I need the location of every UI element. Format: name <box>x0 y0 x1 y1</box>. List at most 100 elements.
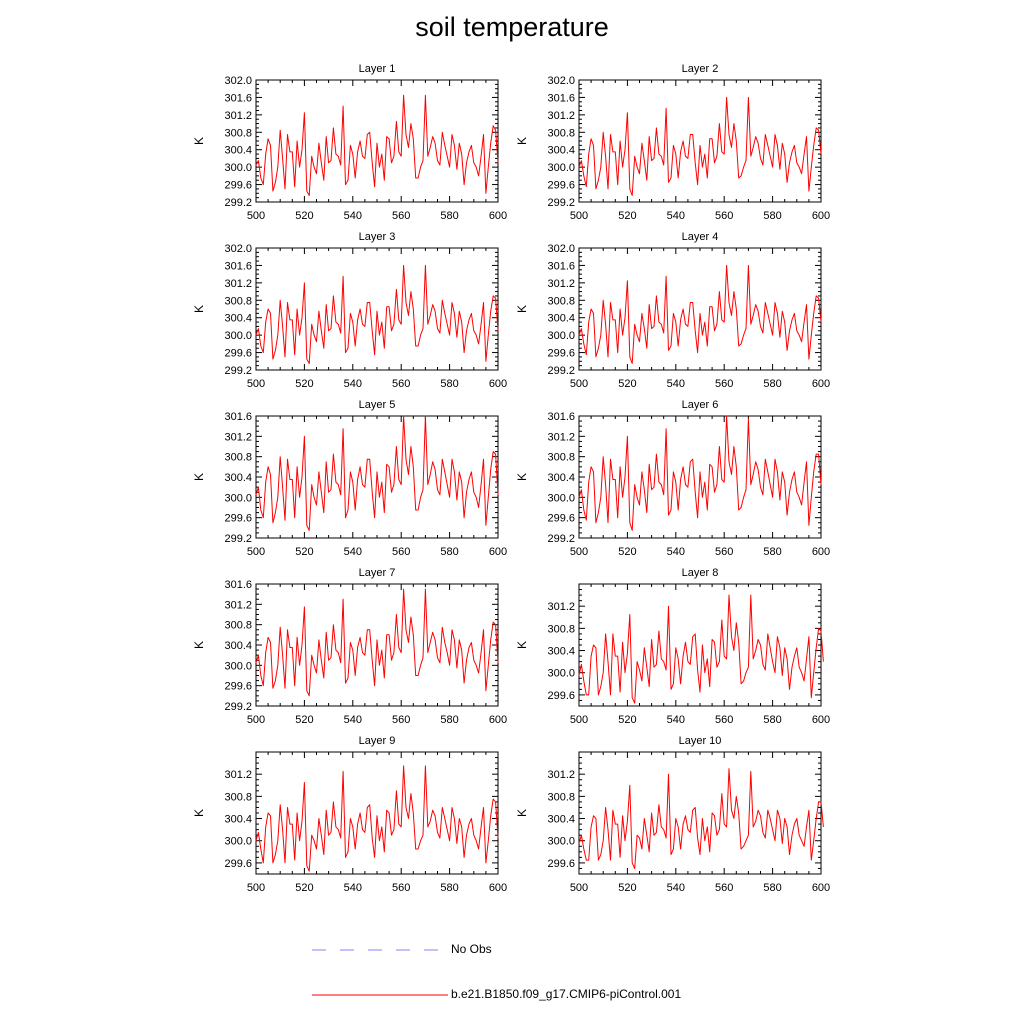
x-tick-label: 520 <box>295 714 313 726</box>
y-tick-label: 300.0 <box>224 660 252 672</box>
panel-title: Layer 7 <box>359 567 396 579</box>
y-tick-label: 301.2 <box>547 110 575 122</box>
y-tick-label: 301.2 <box>224 431 252 443</box>
x-tick-label: 520 <box>618 210 636 222</box>
plot-frame <box>578 79 822 203</box>
y-tick-label: 300.4 <box>547 313 575 325</box>
x-tick-label: 540 <box>667 546 685 558</box>
y-tick-label: 302.0 <box>224 75 252 87</box>
y-tick-label: 300.0 <box>224 162 252 174</box>
series-line <box>255 415 499 531</box>
x-tick-label: 520 <box>618 378 636 390</box>
y-tick-label: 300.0 <box>547 162 575 174</box>
y-tick-label: 300.0 <box>224 330 252 342</box>
plot-frame <box>255 751 499 875</box>
chart-panel-8: Layer 8 K 500 520 540 560 580 600 299.6 300.0 300.… <box>515 567 830 726</box>
x-tick-label: 500 <box>247 378 265 390</box>
chart-panel-5: Layer 5 K 500 520 540 560 580 600 299.2 299.6 300.… <box>192 399 507 558</box>
y-tick-label: 302.0 <box>547 243 575 255</box>
chart-panel-2: Layer 2 K 500 520 540 560 580 600 299.2 299.6 300.… <box>515 63 830 222</box>
chart-panel-3: Layer 3 K 500 520 540 560 580 600 299.2 299.6 300.… <box>192 231 507 390</box>
x-tick-label: 500 <box>247 714 265 726</box>
x-tick-label: 560 <box>392 714 410 726</box>
y-axis-label: K <box>192 809 206 817</box>
series-line <box>578 415 822 531</box>
x-tick-label: 600 <box>812 378 830 390</box>
series-line <box>255 765 499 872</box>
x-tick-label: 540 <box>344 882 362 894</box>
x-tick-label: 580 <box>440 378 458 390</box>
y-tick-label: 299.2 <box>224 197 252 209</box>
x-tick-label: 580 <box>763 714 781 726</box>
y-tick-label: 300.8 <box>224 791 252 803</box>
x-tick-label: 600 <box>812 210 830 222</box>
legend-label-no-obs: No Obs <box>451 942 492 956</box>
y-tick-label: 300.8 <box>224 452 252 464</box>
x-tick-label: 500 <box>247 546 265 558</box>
y-tick-label: 301.6 <box>224 92 252 104</box>
plot-frame <box>255 79 499 203</box>
x-tick-label: 580 <box>763 882 781 894</box>
y-tick-label: 299.6 <box>224 348 252 360</box>
x-tick-label: 540 <box>667 210 685 222</box>
x-tick-label: 600 <box>812 546 830 558</box>
y-tick-label: 299.6 <box>547 513 575 525</box>
plot-frame <box>578 751 822 875</box>
legend <box>312 949 448 996</box>
y-tick-label: 300.0 <box>547 330 575 342</box>
x-tick-label: 560 <box>715 882 733 894</box>
y-tick-label: 301.2 <box>547 278 575 290</box>
y-tick-label: 299.6 <box>547 180 575 192</box>
y-tick-label: 301.6 <box>224 411 252 423</box>
x-tick-label: 520 <box>295 378 313 390</box>
x-tick-label: 560 <box>715 546 733 558</box>
panel-title: Layer 3 <box>359 231 396 243</box>
x-tick-label: 600 <box>489 714 507 726</box>
y-tick-label: 300.4 <box>224 640 252 652</box>
y-tick-label: 300.0 <box>224 492 252 504</box>
y-tick-label: 302.0 <box>547 75 575 87</box>
x-tick-label: 540 <box>344 378 362 390</box>
x-tick-label: 540 <box>667 714 685 726</box>
x-tick-label: 500 <box>570 546 588 558</box>
x-tick-label: 580 <box>440 546 458 558</box>
y-tick-label: 301.6 <box>547 92 575 104</box>
x-tick-label: 580 <box>763 546 781 558</box>
panel-title: Layer 10 <box>679 735 722 747</box>
y-tick-label: 300.8 <box>547 452 575 464</box>
x-tick-label: 500 <box>570 882 588 894</box>
x-tick-label: 520 <box>618 546 636 558</box>
y-tick-label: 300.0 <box>547 492 575 504</box>
x-tick-label: 560 <box>392 378 410 390</box>
y-tick-label: 300.4 <box>547 472 575 484</box>
y-axis-label: K <box>192 137 206 145</box>
x-tick-label: 520 <box>295 546 313 558</box>
y-axis-label: K <box>515 137 529 145</box>
x-tick-label: 580 <box>440 882 458 894</box>
y-tick-label: 299.6 <box>224 513 252 525</box>
panel-title: Layer 9 <box>359 735 396 747</box>
y-tick-label: 300.8 <box>547 295 575 307</box>
y-tick-label: 301.2 <box>224 278 252 290</box>
series-line <box>578 768 824 869</box>
x-tick-label: 600 <box>489 210 507 222</box>
y-tick-label: 300.4 <box>547 646 575 658</box>
y-tick-label: 299.6 <box>224 681 252 693</box>
chart-panels: Layer 1 K 500 520 540 560 580 600 299.2 299.6 300.… <box>192 63 830 894</box>
chart-panel-10: Layer 10 K 500 520 540 560 580 600 299.6 300.0 300… <box>515 735 830 894</box>
y-tick-label: 301.6 <box>547 411 575 423</box>
x-tick-label: 540 <box>667 882 685 894</box>
y-tick-label: 300.8 <box>547 623 575 635</box>
x-tick-label: 520 <box>618 882 636 894</box>
y-axis-label: K <box>192 473 206 481</box>
x-tick-label: 520 <box>618 714 636 726</box>
series-line <box>255 588 499 697</box>
y-tick-label: 300.4 <box>547 145 575 157</box>
y-tick-label: 300.0 <box>224 836 252 848</box>
x-tick-label: 500 <box>247 882 265 894</box>
chart-panel-9: Layer 9 K 500 520 540 560 580 600 299.6 300.0 300.… <box>192 735 507 894</box>
x-tick-label: 580 <box>440 210 458 222</box>
y-axis-label: K <box>515 809 529 817</box>
y-tick-label: 299.6 <box>547 690 575 702</box>
